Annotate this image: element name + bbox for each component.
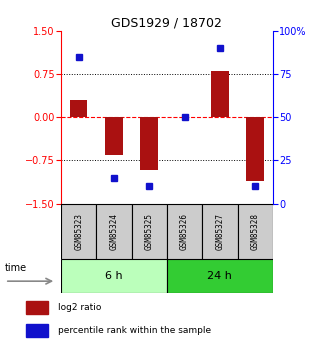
Text: time: time: [5, 264, 27, 273]
Bar: [70, 100, 87, 117]
Bar: [167, 204, 202, 259]
Bar: [61, 259, 167, 293]
Text: GSM85326: GSM85326: [180, 213, 189, 250]
Text: 24 h: 24 h: [207, 271, 232, 281]
Bar: [167, 259, 273, 293]
Title: GDS1929 / 18702: GDS1929 / 18702: [111, 17, 222, 30]
Text: 6 h: 6 h: [105, 271, 123, 281]
Bar: [26, 324, 48, 337]
Text: percentile rank within the sample: percentile rank within the sample: [58, 326, 211, 335]
Bar: [105, 117, 123, 155]
Text: log2 ratio: log2 ratio: [58, 303, 101, 312]
Bar: [246, 117, 264, 180]
Text: GSM85323: GSM85323: [74, 213, 83, 250]
Text: GSM85328: GSM85328: [251, 213, 260, 250]
Bar: [202, 204, 238, 259]
Bar: [140, 117, 158, 170]
Bar: [26, 301, 48, 314]
Bar: [238, 204, 273, 259]
Bar: [132, 204, 167, 259]
Text: GSM85325: GSM85325: [145, 213, 154, 250]
Bar: [211, 71, 229, 117]
Text: GSM85324: GSM85324: [109, 213, 118, 250]
Bar: [96, 204, 132, 259]
Text: GSM85327: GSM85327: [215, 213, 224, 250]
Bar: [61, 204, 96, 259]
